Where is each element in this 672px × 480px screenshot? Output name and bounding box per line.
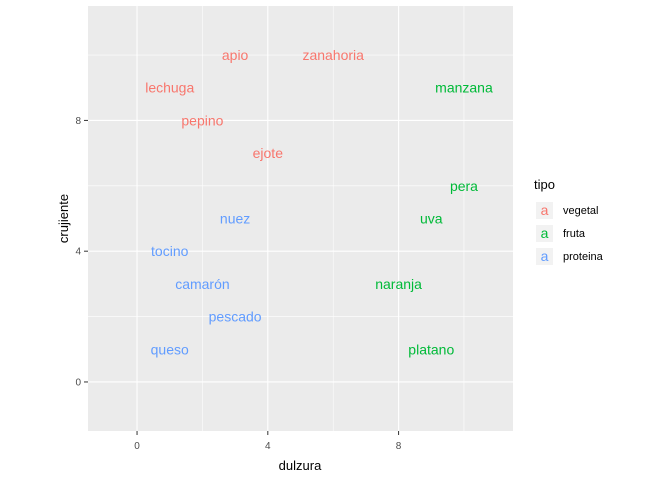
major-gridlines	[88, 6, 513, 431]
point-labels: apio zanahoria lechuga pepino ejote manzana pe…	[145, 47, 493, 357]
y-tick-label: 0	[75, 377, 81, 388]
legend-key-glyph: a	[541, 225, 549, 241]
x-tick-label: 8	[396, 441, 402, 452]
point-label: apio	[222, 47, 249, 63]
point-label: platano	[408, 341, 454, 357]
point-label: queso	[151, 341, 189, 357]
point-label: pera	[450, 178, 478, 194]
legend-title: tipo	[534, 177, 555, 192]
legend: tipo a vegetal a fruta a proteina	[534, 177, 604, 265]
plot-panel	[88, 6, 513, 431]
point-label: pepino	[181, 112, 223, 128]
legend-key	[536, 225, 553, 242]
point-label: lechuga	[145, 80, 194, 96]
point-label: camarón	[175, 276, 229, 292]
point-label: zanahoria	[302, 47, 364, 63]
legend-key-glyph: a	[541, 202, 549, 218]
point-label: naranja	[375, 276, 422, 292]
legend-entries: a vegetal a fruta a proteina	[536, 202, 604, 265]
legend-label: fruta	[563, 228, 586, 240]
point-label: ejote	[253, 145, 284, 161]
point-label: tocino	[151, 243, 189, 259]
point-label: uva	[420, 211, 443, 227]
legend-key-glyph: a	[541, 248, 549, 264]
x-tick-label: 4	[265, 441, 271, 452]
legend-key	[536, 202, 553, 219]
minor-gridlines	[88, 6, 513, 431]
x-tick-label: 0	[134, 441, 140, 452]
point-label: manzana	[435, 80, 493, 96]
point-label: nuez	[220, 211, 250, 227]
legend-key	[536, 248, 553, 265]
axis-ticks	[84, 119, 400, 435]
legend-label: proteina	[563, 251, 604, 263]
x-axis-title: dulzura	[279, 458, 322, 473]
y-tick-label: 8	[75, 116, 81, 127]
y-tick-label: 4	[75, 247, 81, 258]
point-label: pescado	[209, 309, 262, 325]
legend-label: vegetal	[563, 205, 598, 217]
tick-labels: 0 4 8 0 4 8	[75, 116, 401, 452]
y-axis-title: crujiente	[56, 194, 71, 243]
